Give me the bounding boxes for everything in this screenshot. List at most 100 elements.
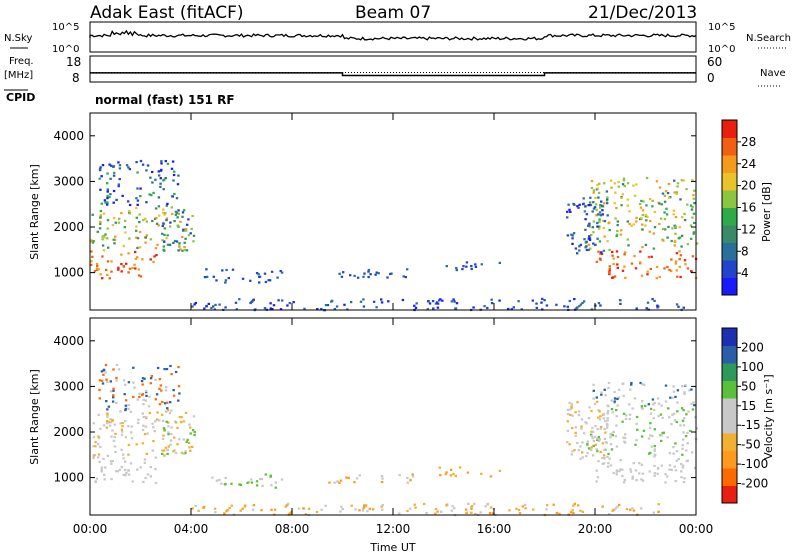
echo-point — [596, 187, 599, 190]
echo-point — [135, 216, 138, 219]
echo-point — [568, 401, 571, 404]
echo-point — [545, 304, 549, 307]
echo-point — [124, 399, 128, 402]
echo-point — [689, 429, 692, 432]
echo-point — [598, 438, 601, 441]
echo-point — [498, 469, 502, 472]
echo-point — [124, 404, 128, 407]
echo-point — [577, 410, 581, 413]
echo-point — [128, 237, 131, 240]
echo-point — [180, 415, 183, 419]
echo-point — [653, 455, 656, 458]
echo-point — [279, 308, 283, 311]
echo-point — [377, 272, 380, 275]
echo-point — [596, 183, 599, 187]
echo-point — [664, 481, 667, 484]
echo-point — [164, 160, 167, 163]
echo-point — [292, 301, 295, 304]
echo-point — [145, 452, 148, 455]
echo-point — [194, 301, 197, 305]
echo-point — [626, 204, 629, 207]
echo-point — [595, 396, 598, 399]
echo-point — [180, 451, 184, 454]
echo-point — [156, 418, 159, 421]
y-tick-label: 2000 — [53, 220, 84, 234]
echo-point — [573, 502, 576, 505]
echo-point — [600, 393, 603, 396]
echo-point — [641, 407, 644, 410]
echo-point — [571, 509, 574, 512]
echo-point — [104, 363, 108, 367]
echo-point — [645, 219, 648, 222]
echo-point — [479, 511, 482, 514]
echo-point — [156, 243, 159, 246]
echo-point — [470, 267, 473, 271]
echo-point — [149, 466, 152, 469]
echo-point — [672, 209, 676, 212]
echo-point — [182, 228, 185, 231]
echo-point — [555, 303, 558, 306]
echo-point — [591, 226, 594, 229]
echo-point — [667, 225, 670, 228]
echo-point — [628, 403, 631, 406]
echo-point — [274, 486, 277, 489]
echo-point — [151, 449, 154, 452]
echo-point — [574, 431, 577, 434]
echo-point — [576, 441, 579, 445]
echo-point — [650, 445, 653, 448]
echo-point — [413, 304, 416, 307]
echo-point — [674, 469, 678, 472]
echo-point — [545, 508, 548, 511]
echo-point — [608, 265, 611, 268]
echo-point — [610, 186, 613, 189]
echo-point — [649, 434, 652, 437]
echo-point — [570, 233, 573, 236]
echo-point — [474, 263, 477, 266]
echo-point — [671, 396, 674, 400]
echo-point — [670, 423, 673, 426]
echo-point — [106, 260, 110, 263]
echo-point — [595, 208, 598, 212]
echo-point — [182, 452, 185, 455]
nsearch-label: N.Search — [746, 33, 791, 44]
echo-point — [184, 450, 187, 453]
echo-point — [353, 274, 356, 277]
echo-point — [250, 478, 253, 481]
colorbar-tick-label: 100 — [741, 360, 764, 374]
echo-point — [101, 164, 105, 167]
echo-point — [124, 409, 127, 412]
echo-point — [524, 503, 527, 506]
echo-point — [137, 418, 140, 421]
echo-point — [177, 366, 180, 369]
echo-point — [679, 462, 683, 466]
echo-point — [470, 265, 473, 268]
echo-point — [591, 426, 594, 429]
echo-point — [398, 512, 401, 515]
colorbar-tick-label: -50 — [741, 438, 761, 452]
echo-point — [640, 507, 643, 510]
colorbar-segment — [722, 120, 737, 138]
echo-point — [320, 308, 323, 311]
echo-point — [288, 302, 291, 305]
time-axis-label: Time UT — [369, 541, 415, 554]
echo-point — [145, 234, 148, 237]
echo-point — [643, 383, 646, 387]
echo-point — [102, 424, 106, 427]
echo-point — [136, 203, 139, 206]
echo-point — [212, 275, 215, 278]
echo-point — [691, 179, 694, 182]
echo-point — [260, 478, 263, 481]
echo-point — [617, 185, 621, 188]
echo-point — [690, 388, 693, 391]
echo-point — [588, 222, 591, 225]
echo-point — [566, 216, 569, 219]
echo-point — [673, 240, 677, 243]
echo-point — [608, 269, 611, 272]
echo-point — [91, 255, 94, 258]
echo-point — [653, 464, 656, 467]
echo-point — [158, 174, 161, 177]
echo-point — [95, 268, 99, 271]
echo-point — [359, 300, 363, 303]
